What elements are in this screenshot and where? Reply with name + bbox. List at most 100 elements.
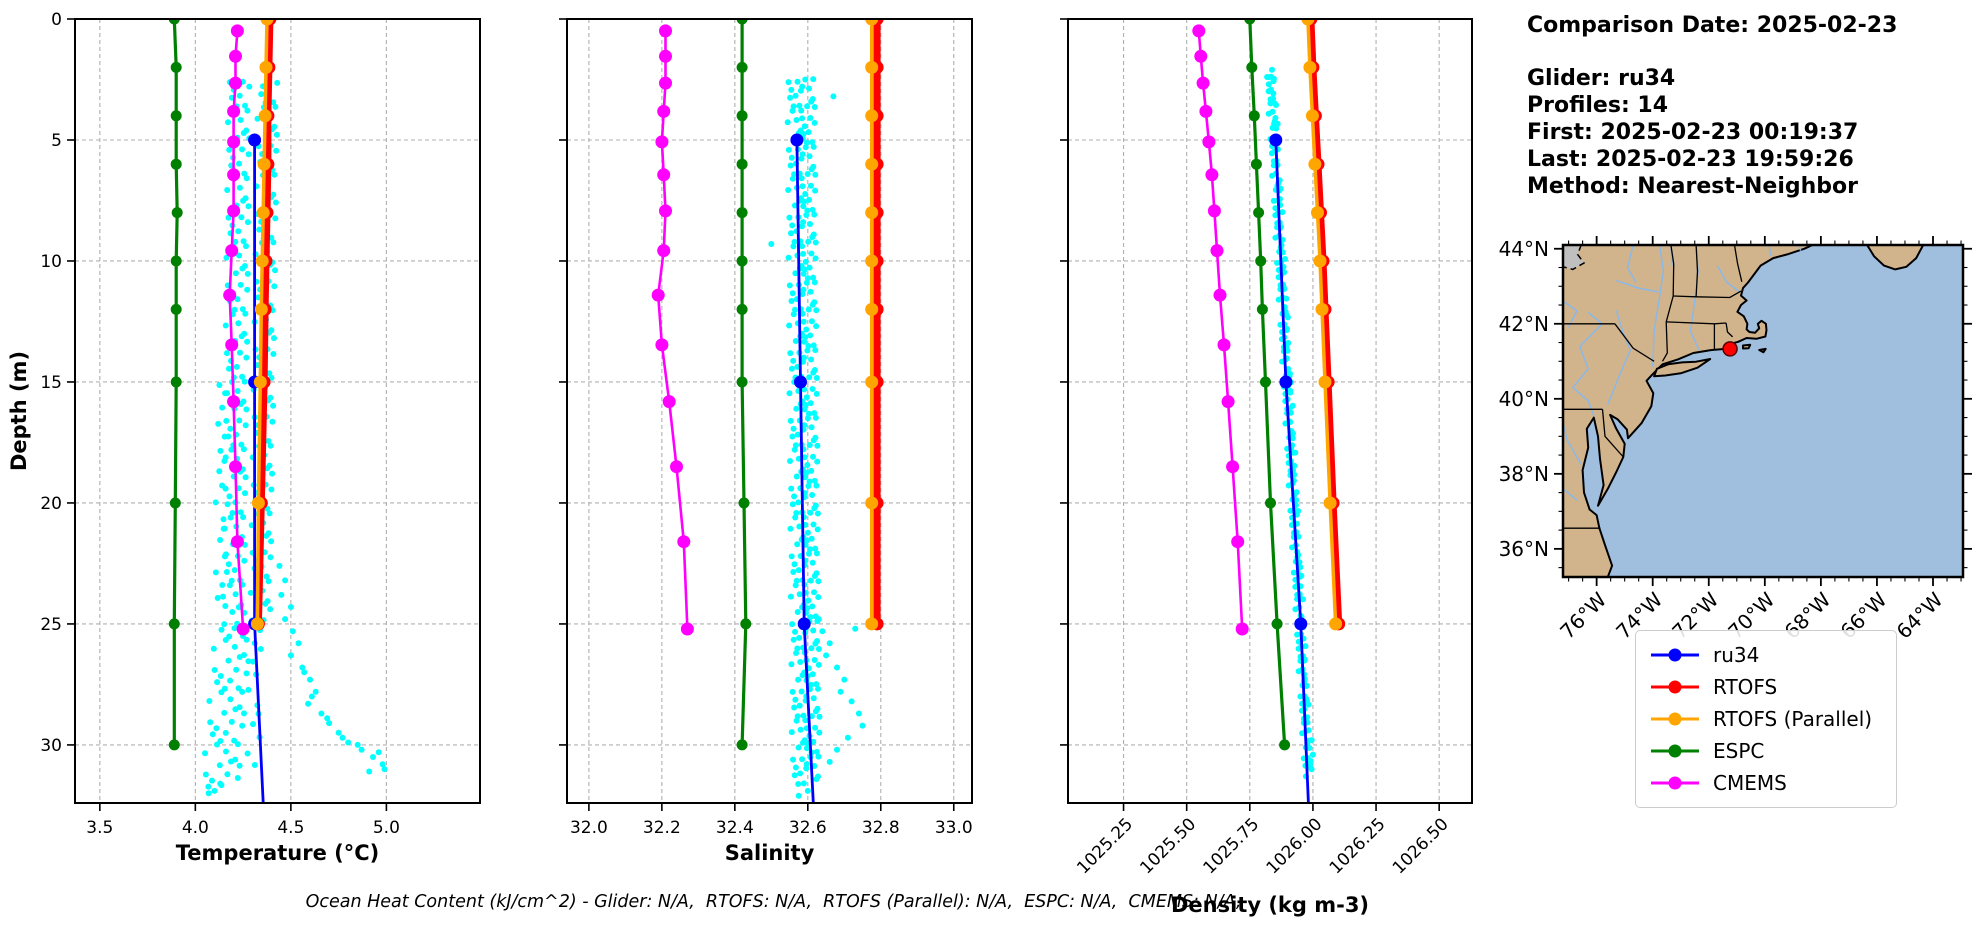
series-espc	[736, 19, 752, 751]
legend-label: ru34	[1713, 643, 1760, 667]
ocean-heat-content-note: Ocean Heat Content (kJ/cm^2) - Glider: N…	[305, 892, 1242, 912]
lat-tick-label: 44°N	[1499, 237, 1549, 261]
svg-text:32.2: 32.2	[643, 818, 681, 838]
line-marker-icon	[1651, 776, 1699, 790]
legend: ru34 RTOFS RTOFS (Parallel) ESPC CMEMS	[1635, 630, 1897, 808]
legend-item-ru34: ru34	[1648, 643, 1884, 667]
legend-label: ESPC	[1713, 739, 1765, 763]
legend-item-rtofs-parallel: RTOFS (Parallel)	[1648, 707, 1884, 731]
state-border	[1725, 322, 1734, 338]
ylabel-depth: Depth (m)	[7, 351, 31, 471]
series-espc	[1244, 19, 1291, 751]
svg-text:3.5: 3.5	[86, 818, 113, 838]
chart-salinity: 32.0 32.2 32.4 32.6 32.8 33.0 Salinity	[559, 18, 973, 865]
svg-text:20: 20	[40, 494, 62, 514]
series-ru34	[1269, 133, 1310, 803]
svg-text:15: 15	[40, 373, 62, 393]
glider-raw-scatter	[1264, 66, 1316, 780]
svg-text:1025.50: 1025.50	[1136, 814, 1200, 878]
profiles-count: Profiles: 14	[1527, 93, 1669, 118]
svg-text:32.0: 32.0	[570, 818, 608, 838]
svg-text:1025.75: 1025.75	[1199, 814, 1263, 878]
river	[1563, 300, 1578, 328]
state-border	[1673, 290, 1742, 299]
location-map: 44°N42°N40°N38°N36°N76°W 74°W 72°W 70°W 68°W…	[1499, 236, 1972, 644]
lat-tick-label: 40°N	[1499, 387, 1549, 411]
svg-text:25: 25	[40, 615, 62, 635]
river	[1716, 265, 1741, 293]
landmass-0	[1563, 245, 1814, 577]
glider-raw-scatter	[202, 78, 388, 797]
svg-text:5: 5	[51, 131, 62, 151]
state-border	[1661, 321, 1668, 362]
state-border	[1695, 245, 1699, 297]
comparison-info: Comparison Date: 2025-02-23 Glider: ru34…	[1527, 12, 1897, 200]
svg-text:5.0: 5.0	[373, 818, 400, 838]
non-us-land	[1563, 245, 1584, 270]
state-border	[1733, 245, 1743, 282]
svg-text:0: 0	[51, 10, 62, 30]
svg-text:4.5: 4.5	[277, 818, 304, 838]
state-border	[1666, 321, 1727, 325]
chart-temperature: 3.5 4.0 4.5 5.0 0 5 10 15 20 25 30 Temperature (°C)…	[7, 10, 481, 865]
last-profile-time: Last: 2025-02-23 19:59:26	[1527, 147, 1854, 172]
series-cmems	[1192, 24, 1249, 636]
lon-tick-label: 76°W	[1555, 587, 1611, 643]
svg-text:1026.25: 1026.25	[1326, 814, 1390, 878]
svg-text:32.6: 32.6	[789, 818, 827, 838]
series-rtofs-parallel	[250, 19, 274, 631]
comparison-method: Method: Nearest-Neighbor	[1527, 174, 1858, 199]
international-border	[1563, 245, 1586, 271]
series-rtofs-parallel	[1301, 19, 1343, 631]
lat-tick-label: 42°N	[1499, 312, 1549, 336]
plot-area-temperature	[168, 19, 388, 803]
landmass-2	[1742, 343, 1752, 350]
series-ru34	[790, 133, 815, 803]
series-espc	[168, 19, 183, 751]
series-cmems	[651, 24, 694, 636]
line-marker-icon	[1651, 712, 1699, 726]
plot-area-density	[1192, 19, 1346, 803]
svg-text:4.0: 4.0	[182, 818, 209, 838]
info-spacer	[1527, 39, 1897, 65]
state-border	[1614, 323, 1655, 362]
glider-raw-scatter	[768, 76, 866, 799]
first-profile-time: First: 2025-02-23 00:19:37	[1527, 120, 1859, 145]
landmass-4	[1866, 245, 1925, 271]
line-marker-icon	[1651, 648, 1699, 662]
legend-label: RTOFS (Parallel)	[1713, 707, 1873, 731]
svg-text:1026.00: 1026.00	[1263, 814, 1327, 878]
legend-item-rtofs: RTOFS	[1648, 675, 1884, 699]
xlabel-temperature: Temperature (°C)	[176, 841, 379, 865]
series-rtofs-parallel	[865, 19, 879, 631]
glider-name: Glider: ru34	[1527, 66, 1676, 91]
svg-text:1026.50: 1026.50	[1389, 814, 1453, 878]
lat-tick-label: 38°N	[1499, 462, 1549, 486]
chart-density: 1025.25 1025.50 1025.75 1026.00 1026.25 1026.…	[1060, 18, 1473, 917]
landmass-1	[1653, 358, 1712, 378]
river	[1651, 245, 1665, 367]
river	[1616, 279, 1659, 293]
lon-tick-label: 64°W	[1892, 587, 1948, 643]
svg-text:32.4: 32.4	[716, 818, 754, 838]
state-border	[1665, 295, 1674, 323]
state-border	[1601, 409, 1624, 458]
river	[1607, 310, 1632, 405]
legend-label: RTOFS	[1713, 675, 1778, 699]
xlabel-density: Density (kg m-3)	[1171, 893, 1369, 917]
plot-area-salinity	[651, 19, 884, 803]
state-border	[1670, 245, 1675, 297]
xlabel-salinity: Salinity	[725, 841, 815, 865]
svg-text:33.0: 33.0	[935, 818, 973, 838]
river	[1768, 245, 1772, 257]
series-cmems	[223, 24, 250, 636]
line-marker-icon	[1651, 680, 1699, 694]
svg-text:10: 10	[40, 252, 62, 272]
glider-position-marker	[1722, 341, 1738, 357]
lat-tick-label: 36°N	[1499, 537, 1549, 561]
svg-text:30: 30	[40, 736, 62, 756]
legend-item-espc: ESPC	[1648, 739, 1884, 763]
legend-label: CMEMS	[1713, 771, 1787, 795]
legend-item-cmems: CMEMS	[1648, 771, 1884, 795]
